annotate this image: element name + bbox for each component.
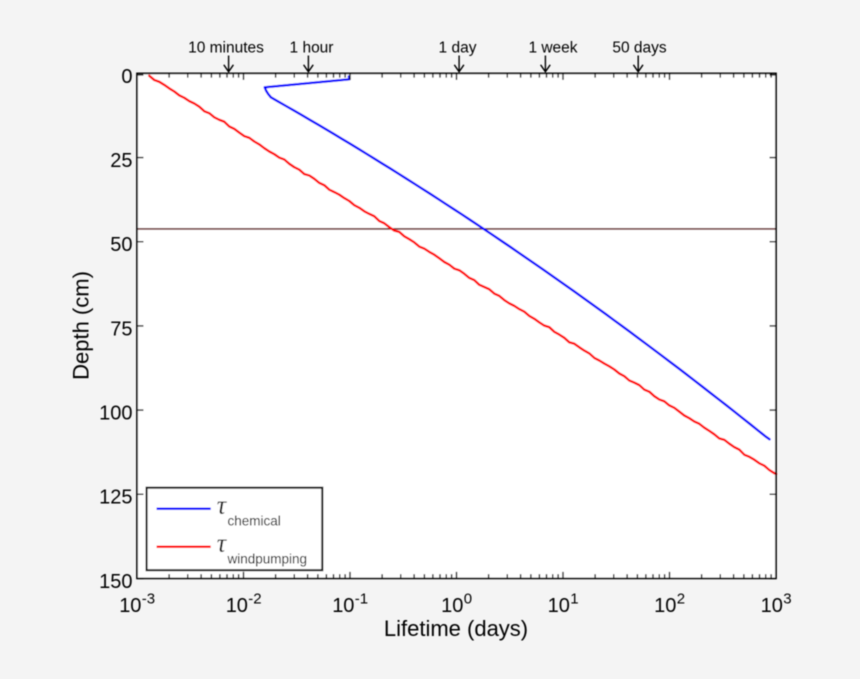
svg-text:1 week: 1 week <box>528 40 577 57</box>
svg-text:Depth (cm): Depth (cm) <box>69 271 94 380</box>
svg-text:150: 150 <box>99 571 132 593</box>
svg-text:chemical: chemical <box>228 514 281 529</box>
svg-text:2: 2 <box>677 591 685 608</box>
svg-text:10: 10 <box>332 595 354 617</box>
svg-text:10: 10 <box>119 595 141 617</box>
svg-text:Lifetime (days): Lifetime (days) <box>384 616 528 641</box>
svg-text:0: 0 <box>121 66 132 88</box>
svg-text:0: 0 <box>464 591 472 608</box>
svg-text:25: 25 <box>110 150 132 172</box>
svg-text:10: 10 <box>654 595 676 617</box>
svg-text:125: 125 <box>99 487 132 509</box>
svg-text:1 hour: 1 hour <box>290 40 334 57</box>
svg-text:3: 3 <box>783 591 791 608</box>
svg-text:1: 1 <box>570 591 578 608</box>
svg-text:windpumping: windpumping <box>227 552 308 567</box>
svg-text:τ: τ <box>217 528 228 557</box>
svg-text:75: 75 <box>110 318 132 340</box>
svg-text:1 day: 1 day <box>439 40 477 57</box>
svg-text:100: 100 <box>99 403 132 425</box>
svg-text:-3: -3 <box>142 591 155 608</box>
svg-text:-1: -1 <box>355 591 368 608</box>
svg-text:10: 10 <box>226 595 248 617</box>
svg-text:τ: τ <box>217 490 228 519</box>
svg-text:-2: -2 <box>248 591 261 608</box>
svg-text:10: 10 <box>441 595 463 617</box>
svg-text:50 days: 50 days <box>612 40 667 57</box>
svg-text:50: 50 <box>110 234 132 256</box>
svg-text:10 minutes: 10 minutes <box>188 40 264 57</box>
svg-text:10: 10 <box>548 595 570 617</box>
svg-text:10: 10 <box>761 595 783 617</box>
